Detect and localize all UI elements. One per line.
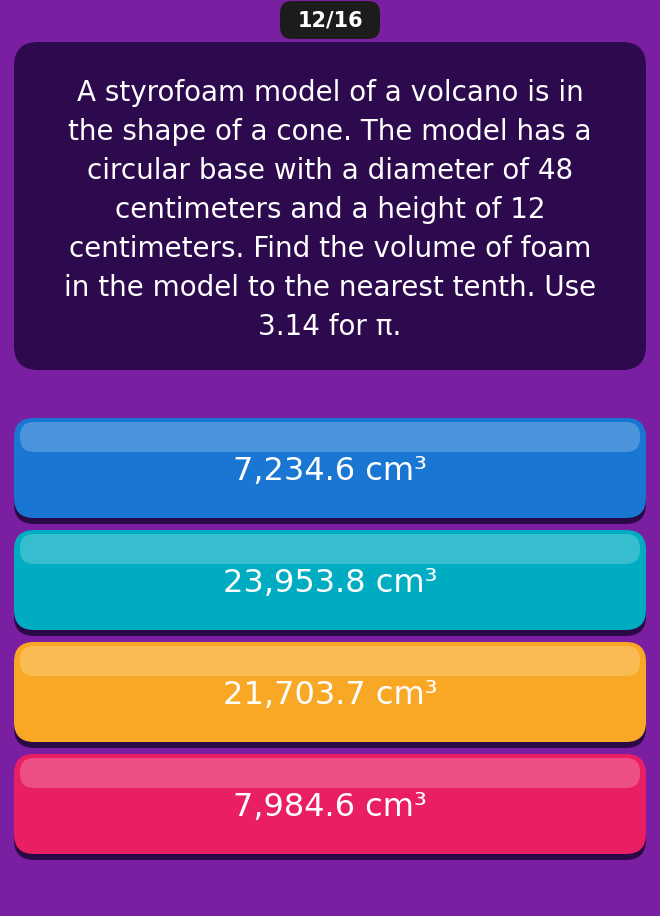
Text: 7,984.6 cm³: 7,984.6 cm³ <box>233 791 427 823</box>
Text: 12/16: 12/16 <box>297 11 363 31</box>
FancyBboxPatch shape <box>20 646 640 676</box>
Text: 23,953.8 cm³: 23,953.8 cm³ <box>223 568 437 598</box>
FancyBboxPatch shape <box>14 648 646 748</box>
FancyBboxPatch shape <box>20 534 640 564</box>
Text: A styrofoam model of a volcano is in
the shape of a cone. The model has a
circul: A styrofoam model of a volcano is in the… <box>64 79 596 341</box>
FancyBboxPatch shape <box>14 760 646 860</box>
FancyBboxPatch shape <box>14 536 646 636</box>
Text: 7,234.6 cm³: 7,234.6 cm³ <box>233 455 427 486</box>
Text: 21,703.7 cm³: 21,703.7 cm³ <box>222 680 438 711</box>
FancyBboxPatch shape <box>14 642 646 742</box>
FancyBboxPatch shape <box>20 422 640 452</box>
FancyBboxPatch shape <box>280 1 380 39</box>
FancyBboxPatch shape <box>20 758 640 788</box>
FancyBboxPatch shape <box>14 424 646 524</box>
FancyBboxPatch shape <box>14 418 646 518</box>
FancyBboxPatch shape <box>14 530 646 630</box>
FancyBboxPatch shape <box>14 42 646 370</box>
FancyBboxPatch shape <box>14 754 646 854</box>
